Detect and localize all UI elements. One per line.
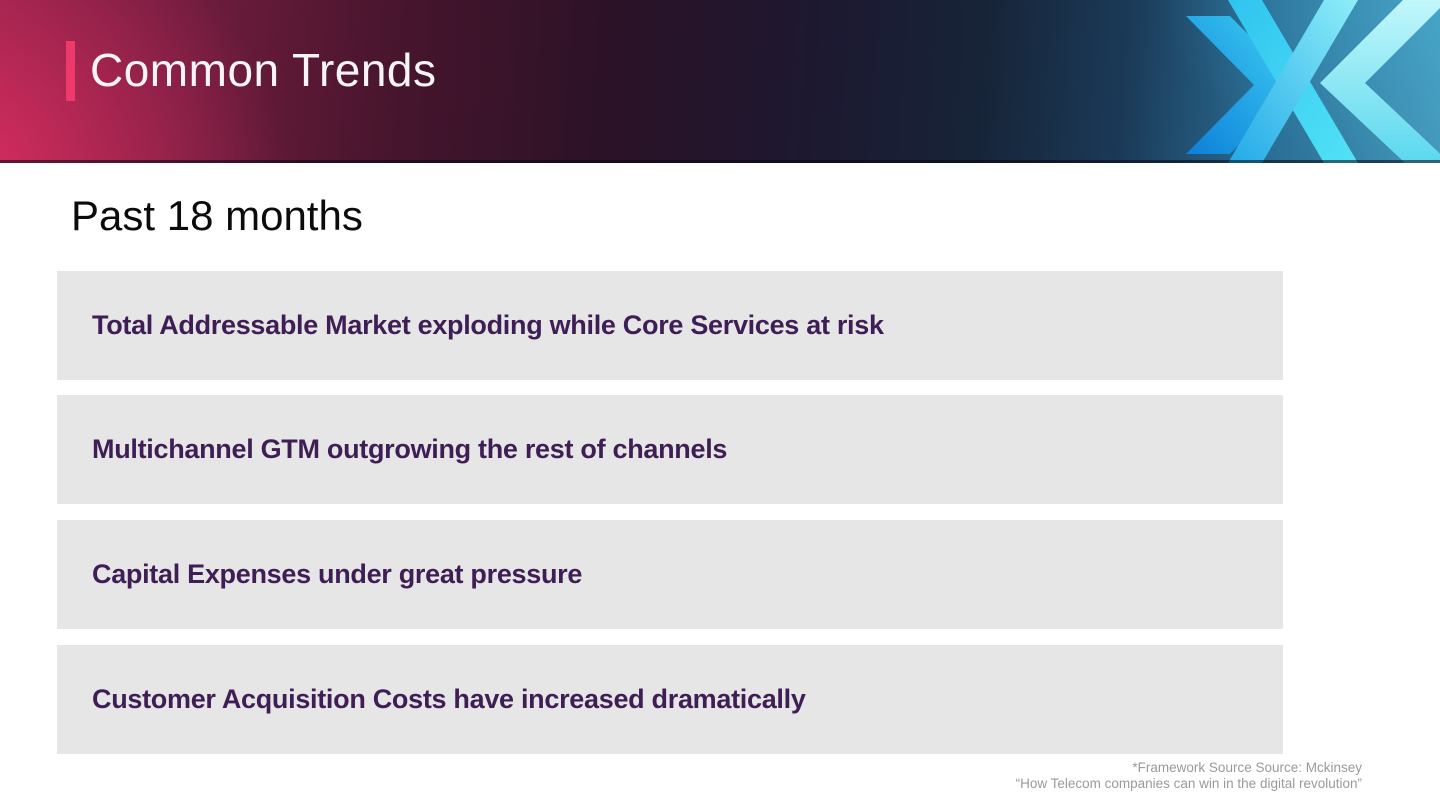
footnote: *Framework Source Source: Mckinsey “How … — [1016, 760, 1362, 793]
title-accent-bar — [66, 41, 75, 101]
trend-item-text: Capital Expenses under great pressure — [92, 559, 583, 589]
header-banner: Common Trends — [0, 0, 1440, 163]
trend-item-text: Customer Acquisition Costs have increase… — [92, 684, 806, 714]
trend-item-text: Total Addressable Market exploding while… — [92, 310, 884, 340]
footnote-line-1: *Framework Source Source: Mckinsey — [1132, 760, 1362, 775]
footnote-line-2: “How Telecom companies can win in the di… — [1015, 776, 1362, 792]
slide-title: Common Trends — [90, 44, 437, 96]
trend-bar: Capital Expenses under great pressure — [57, 520, 1283, 629]
trend-bar: Multichannel GTM outgrowing the rest of … — [57, 395, 1283, 504]
brand-logo-icon — [1186, 0, 1440, 163]
trend-bar: Customer Acquisition Costs have increase… — [57, 645, 1283, 754]
trend-bar: Total Addressable Market exploding while… — [57, 271, 1283, 380]
section-heading: Past 18 months — [71, 192, 363, 239]
trend-item-text: Multichannel GTM outgrowing the rest of … — [92, 434, 728, 464]
slide-title-block: Common Trends — [66, 38, 437, 102]
